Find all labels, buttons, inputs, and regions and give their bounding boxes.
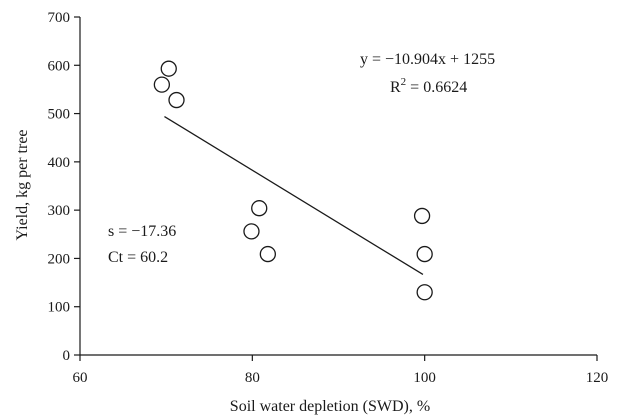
data-points bbox=[153, 60, 433, 301]
data-point bbox=[416, 245, 433, 263]
y-tick-label: 400 bbox=[48, 155, 71, 171]
x-tick-label: 100 bbox=[413, 370, 436, 386]
r-squared-exponent: 2 bbox=[401, 76, 407, 88]
r-squared-value: = 0.6624 bbox=[406, 79, 467, 96]
data-point bbox=[153, 76, 171, 93]
data-point bbox=[168, 91, 185, 109]
y-ticks: 0 100 200 300 400 500 600 700 bbox=[48, 10, 80, 364]
x-ticks: 60 80 100 120 bbox=[73, 355, 609, 386]
threshold-annotation: Ct = 60.2 bbox=[108, 249, 168, 266]
trendline bbox=[164, 115, 424, 276]
y-tick-label: 300 bbox=[48, 203, 71, 219]
y-tick-label: 700 bbox=[48, 10, 71, 26]
y-tick-label: 100 bbox=[48, 300, 71, 316]
y-tick-label: 200 bbox=[48, 251, 71, 267]
regression-equation: y = −10.904x + 1255 bbox=[360, 51, 495, 68]
y-tick-label: 0 bbox=[63, 348, 71, 364]
axes bbox=[79, 17, 597, 356]
data-point bbox=[416, 284, 433, 301]
r-squared-symbol: R bbox=[390, 79, 401, 96]
slope-annotation: s = −17.36 bbox=[108, 223, 176, 240]
y-tick-label: 600 bbox=[48, 58, 71, 74]
r-squared: R2 = 0.6624 bbox=[390, 76, 467, 96]
data-point bbox=[413, 207, 431, 225]
data-point bbox=[251, 200, 268, 217]
y-axis-title: Yield, kg per tree bbox=[14, 129, 31, 240]
y-tick-label: 500 bbox=[48, 107, 71, 123]
data-point bbox=[160, 60, 177, 77]
x-tick-label: 80 bbox=[245, 370, 260, 386]
data-point bbox=[259, 245, 276, 263]
data-point bbox=[243, 223, 260, 240]
x-axis-title: Soil water depletion (SWD), % bbox=[230, 398, 430, 415]
x-tick-label: 120 bbox=[586, 370, 609, 386]
x-tick-label: 60 bbox=[73, 370, 88, 386]
